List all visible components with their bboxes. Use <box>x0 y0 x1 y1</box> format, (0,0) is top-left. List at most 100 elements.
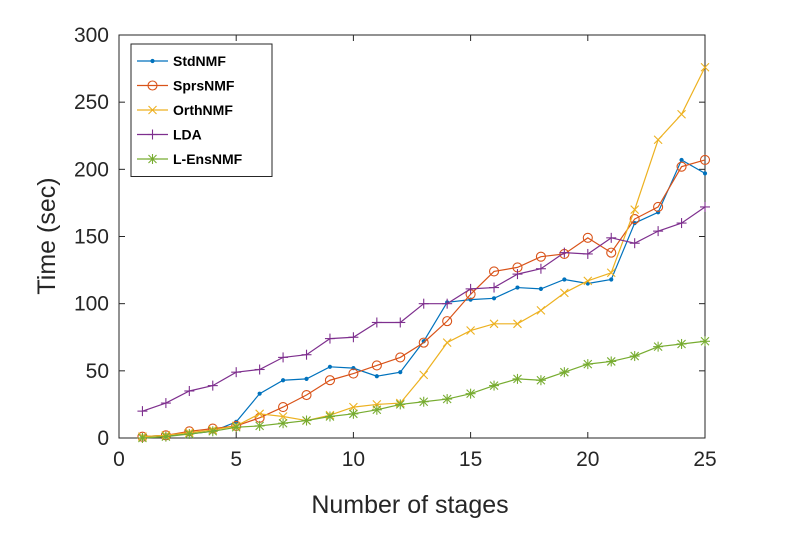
legend-entry: SprsNMF <box>137 78 235 94</box>
data-point <box>559 367 570 378</box>
legend-entry: StdNMF <box>137 53 226 69</box>
data-point <box>255 409 265 419</box>
data-point <box>559 288 569 298</box>
data-point <box>653 226 664 237</box>
legend: StdNMF SprsNMF OrthNMF LDA L-EnsNMF <box>130 43 273 177</box>
data-point <box>489 319 499 329</box>
data-point <box>606 356 617 367</box>
data-point <box>535 375 546 386</box>
legend-entry: LDA <box>137 127 202 143</box>
data-point <box>465 388 476 399</box>
legend-entry: L-EnsNMF <box>137 151 243 167</box>
y-tick-label: 300 <box>74 24 109 47</box>
data-point <box>585 281 590 286</box>
data-point <box>488 266 500 277</box>
data-point <box>207 426 218 437</box>
data-point <box>398 370 403 375</box>
data-point <box>418 298 429 309</box>
data-point <box>442 394 453 405</box>
y-tick-label: 250 <box>74 91 109 114</box>
series-group <box>137 62 711 443</box>
data-point <box>324 333 335 344</box>
data-point <box>419 370 429 380</box>
data-point <box>147 154 158 164</box>
data-point <box>442 338 452 348</box>
data-point <box>606 247 617 258</box>
data-point <box>653 135 663 145</box>
x-tick-label: 0 <box>113 448 125 471</box>
data-point <box>536 305 546 315</box>
data-point <box>207 380 218 391</box>
data-point <box>676 338 687 349</box>
data-point <box>137 406 148 417</box>
legend-label: StdNMF <box>173 53 226 69</box>
data-point <box>147 129 158 140</box>
y-tick-label: 100 <box>74 293 109 316</box>
data-point <box>702 171 708 176</box>
data-point <box>160 398 171 409</box>
data-point <box>418 396 429 407</box>
data-point <box>147 80 158 91</box>
data-point <box>630 205 640 215</box>
legend-label: SprsNMF <box>173 78 235 94</box>
x-tick-label: 10 <box>342 448 365 471</box>
data-point <box>491 296 497 301</box>
data-point <box>371 317 382 328</box>
data-point <box>609 277 614 282</box>
data-point <box>304 376 309 381</box>
data-point <box>679 157 684 163</box>
data-point <box>512 373 523 384</box>
data-point <box>653 341 664 352</box>
data-point <box>582 248 593 259</box>
data-point <box>324 375 336 386</box>
data-point <box>466 326 475 335</box>
x-tick-label: 20 <box>576 448 599 471</box>
data-point <box>489 380 500 391</box>
y-tick-label: 0 <box>97 427 109 450</box>
data-point <box>395 352 406 363</box>
data-point <box>348 368 359 379</box>
data-point <box>583 276 593 286</box>
series-lda <box>137 201 710 417</box>
data-point <box>301 389 312 401</box>
data-point <box>538 286 544 291</box>
data-point <box>278 402 289 413</box>
data-point <box>515 285 520 290</box>
data-point <box>184 385 195 396</box>
y-tick-label: 150 <box>74 226 109 249</box>
data-point <box>582 359 593 370</box>
data-point <box>301 415 312 426</box>
data-point <box>418 337 429 348</box>
data-point <box>535 251 546 262</box>
legend-label: LDA <box>173 127 202 143</box>
data-point <box>371 360 382 371</box>
data-point <box>442 298 453 309</box>
data-point <box>278 418 289 429</box>
data-point <box>348 332 359 343</box>
data-point <box>254 364 265 375</box>
x-axis-label: Number of stages <box>311 491 508 519</box>
data-point <box>629 351 640 362</box>
data-point <box>324 411 335 422</box>
legend-label: L-EnsNMF <box>173 151 243 167</box>
data-point <box>349 402 358 412</box>
data-point <box>465 283 476 294</box>
data-point <box>160 431 171 442</box>
data-point <box>700 62 710 72</box>
x-tick-label: 25 <box>693 448 716 471</box>
data-point <box>137 433 148 443</box>
data-point <box>148 105 157 115</box>
data-point <box>606 232 617 243</box>
data-point <box>676 218 687 229</box>
data-point <box>677 109 686 119</box>
data-point <box>442 316 453 327</box>
data-point <box>535 263 546 274</box>
y-axis-label: Time (sec) <box>33 177 61 294</box>
data-point <box>278 412 288 421</box>
data-point <box>301 349 312 360</box>
data-point <box>676 161 687 172</box>
data-point <box>582 232 593 243</box>
data-point <box>348 408 359 419</box>
